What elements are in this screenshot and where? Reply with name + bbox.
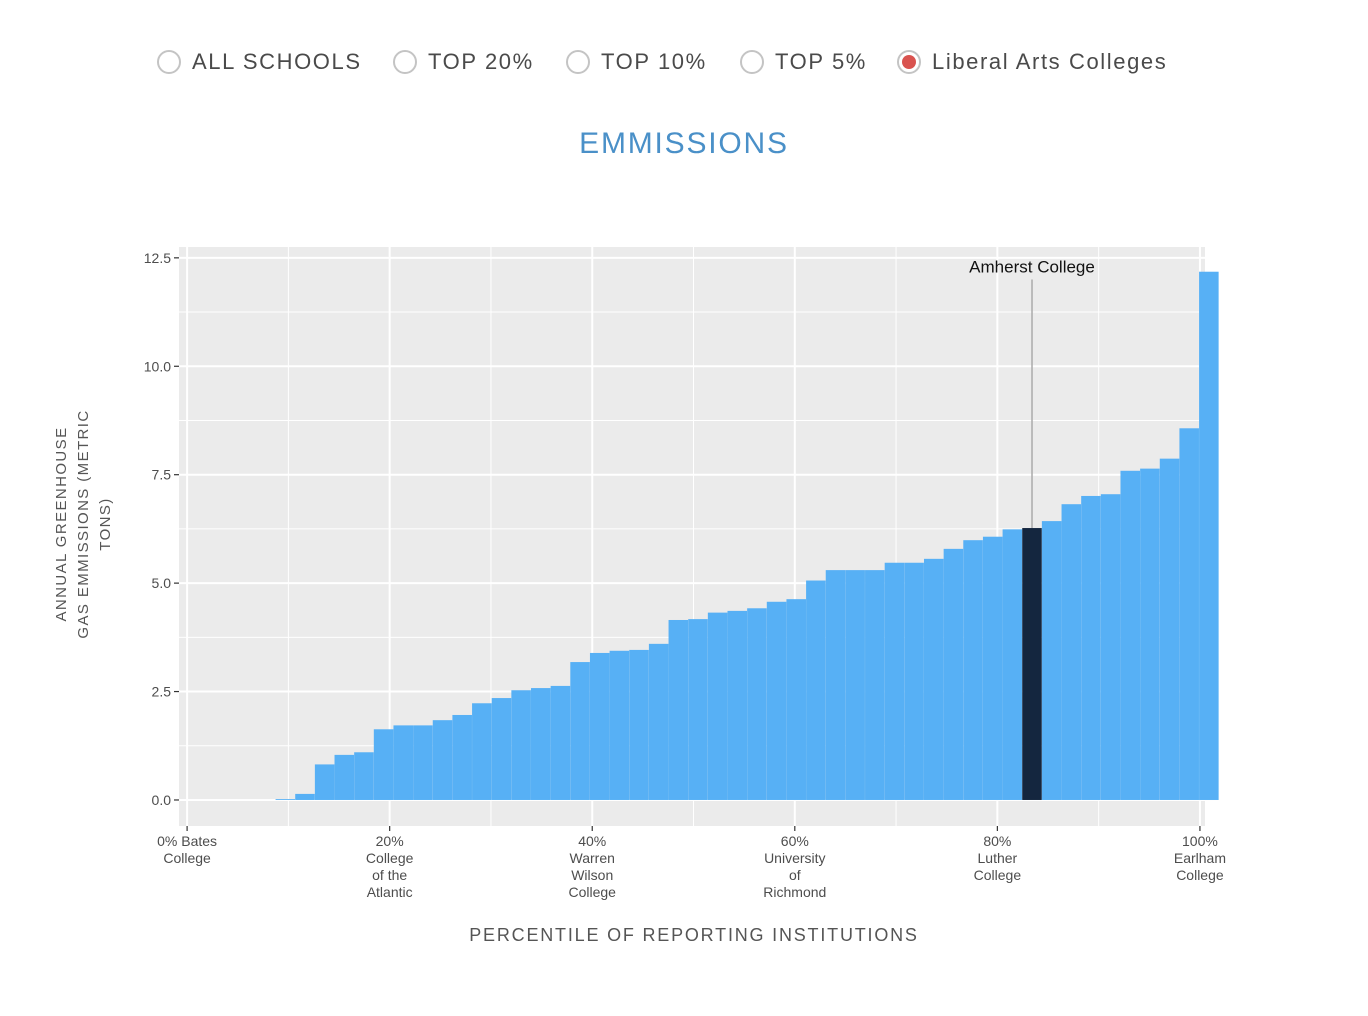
y-tick-label: 12.5 [144, 250, 171, 266]
bar [1100, 494, 1121, 800]
highlighted-bar [1022, 528, 1042, 800]
bar [1179, 428, 1199, 800]
bar [472, 703, 492, 800]
x-tick-label: 60% University of Richmond [763, 833, 826, 900]
bar [1120, 470, 1141, 800]
x-tick-label: 100% Earlham College [1174, 833, 1226, 883]
bar [1199, 271, 1219, 800]
bar [511, 690, 531, 800]
bar [609, 650, 630, 800]
filter-label: ALL SCHOOLS [192, 49, 362, 74]
bar [727, 610, 748, 800]
bar [413, 725, 433, 800]
bar [531, 688, 551, 800]
bar [668, 619, 689, 800]
filter-liberal-arts[interactable]: Liberal Arts Colleges [897, 44, 1167, 80]
bar [275, 799, 296, 800]
bar [629, 649, 649, 800]
radio-dot-icon [902, 55, 916, 69]
bar [373, 729, 394, 800]
filter-top-10[interactable]: TOP 10% [566, 44, 707, 80]
y-tick-label: 10.0 [144, 358, 171, 374]
bar [865, 570, 885, 800]
radio-button-icon[interactable] [566, 50, 590, 74]
bar [570, 662, 590, 800]
bar [943, 548, 964, 800]
bar [354, 752, 374, 800]
bar [825, 570, 846, 800]
bar [1081, 495, 1101, 800]
bar [393, 725, 414, 800]
bar [884, 562, 905, 800]
chart-title: EMMISSIONS [579, 127, 789, 160]
filter-top-5[interactable]: TOP 5% [740, 44, 867, 80]
school-filter: ALL SCHOOLS TOP 20% TOP 10% TOP 5% Liber… [0, 44, 1368, 80]
radio-button-icon[interactable] [157, 50, 181, 74]
bar [786, 599, 806, 800]
bar [314, 764, 335, 800]
radio-button-icon[interactable] [393, 50, 417, 74]
bar [432, 720, 453, 800]
bar [806, 580, 826, 800]
x-tick-label: 80% Luther College [974, 833, 1022, 883]
bar [648, 643, 669, 800]
bar [688, 619, 708, 800]
bar [707, 612, 728, 800]
bar [1159, 458, 1180, 800]
bar [491, 698, 512, 800]
bar [904, 562, 924, 800]
x-tick-label: 0% Bates College [157, 833, 217, 866]
y-tick-label: 0.0 [152, 792, 172, 808]
bar [1140, 468, 1160, 800]
y-tick-label: 7.5 [152, 467, 172, 483]
y-tick-label: 5.0 [152, 575, 172, 591]
bar [923, 558, 944, 800]
radio-button-icon[interactable] [740, 50, 764, 74]
filter-label: TOP 5% [775, 49, 867, 74]
filter-label: Liberal Arts Colleges [932, 49, 1168, 74]
bar [1002, 529, 1023, 800]
bar [766, 601, 787, 800]
bar [982, 536, 1003, 800]
filter-label: TOP 10% [601, 49, 707, 74]
bar [963, 540, 983, 800]
bar [747, 608, 767, 800]
x-axis-title: PERCENTILE OF REPORTING INSTITUTIONS [469, 925, 919, 945]
filter-top-20[interactable]: TOP 20% [393, 44, 534, 80]
x-tick-label: 20% College of the Atlantic [366, 833, 414, 900]
x-tick-label: 40% Warren Wilson College [568, 833, 616, 900]
bar [295, 793, 315, 800]
bar [1041, 521, 1062, 800]
y-tick-label: 2.5 [152, 684, 172, 700]
filter-label: TOP 20% [428, 49, 534, 74]
bar [334, 754, 355, 800]
bar [550, 685, 571, 800]
bar [452, 714, 472, 800]
bar [589, 652, 610, 800]
filter-all-schools[interactable]: ALL SCHOOLS [157, 44, 362, 80]
bar [845, 570, 865, 800]
bar [1061, 504, 1082, 800]
annotation-label: Amherst College [969, 258, 1095, 277]
y-axis-title: ANNUAL GREENHOUSE GAS EMMISSIONS (METRIC T… [53, 409, 114, 638]
radio-button-icon[interactable] [897, 50, 921, 74]
